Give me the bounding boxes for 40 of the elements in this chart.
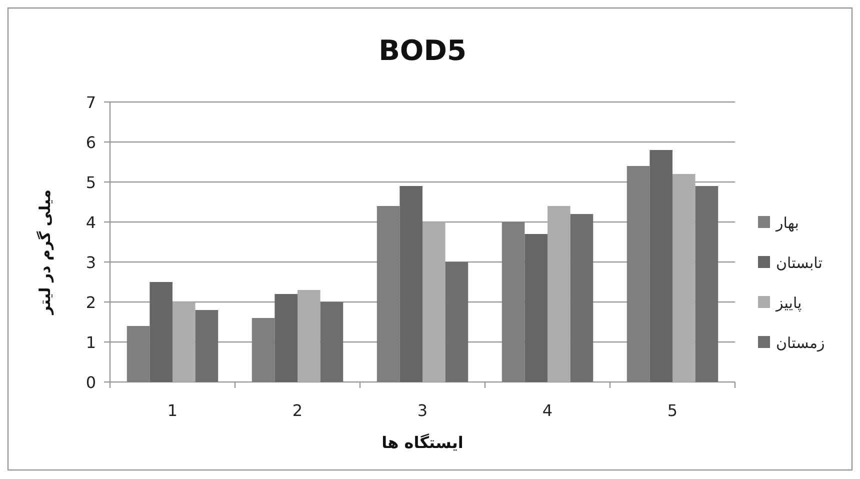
y-tick-label: 4 (86, 213, 96, 232)
y-tick-label: 7 (86, 93, 96, 112)
x-tick-label: 2 (292, 401, 303, 420)
y-tick-label: 1 (86, 333, 96, 352)
x-tick-label: 5 (667, 401, 678, 420)
x-axis-title: ایستگاه ها (382, 433, 464, 452)
bar (320, 302, 344, 382)
bar (650, 150, 672, 382)
y-axis-title: میلی گرم در لیتر (36, 190, 54, 316)
y-tick-label: 6 (86, 133, 96, 152)
legend-label: بهار (775, 214, 799, 232)
bar (695, 186, 718, 382)
bar (400, 186, 422, 382)
legend-label: زمستان (776, 334, 825, 352)
bar (502, 222, 525, 382)
bar (150, 282, 172, 382)
bar (252, 318, 275, 382)
bar (172, 302, 196, 382)
bar (445, 262, 468, 382)
bar (548, 206, 570, 382)
bar (126, 326, 150, 382)
bar (672, 174, 696, 382)
bar (298, 290, 320, 382)
bar (524, 234, 548, 382)
y-tick-label: 5 (86, 173, 96, 192)
y-tick-label: 0 (86, 373, 96, 392)
x-tick-label: 3 (417, 401, 428, 420)
chart-title: BOD5 (378, 34, 466, 67)
bar (274, 294, 298, 382)
bar (570, 214, 594, 382)
bar (422, 222, 446, 382)
bar (626, 166, 650, 382)
x-tick-label: 1 (167, 401, 178, 420)
legend-label: تابستان (776, 254, 822, 272)
bar (376, 206, 400, 382)
bar (195, 310, 218, 382)
y-tick-label: 3 (86, 253, 96, 272)
legend-label: پاییز (775, 294, 802, 312)
y-tick-label: 2 (86, 293, 96, 312)
x-tick-label: 4 (542, 401, 553, 420)
